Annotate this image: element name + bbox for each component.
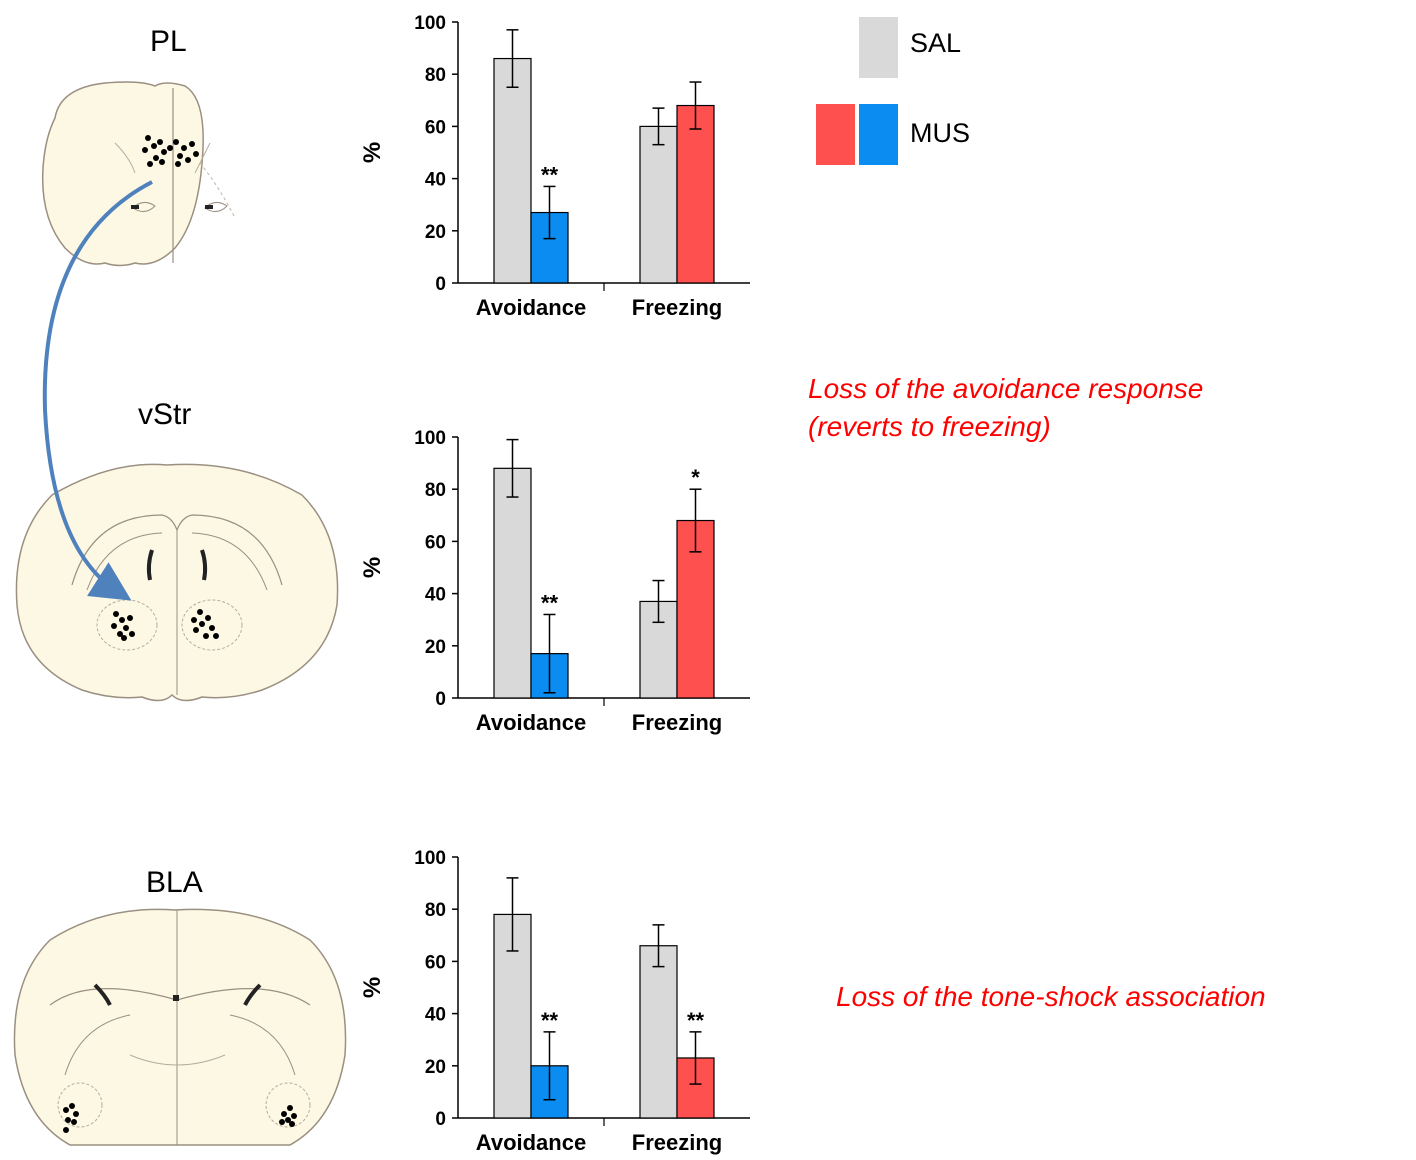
y-axis-label: % <box>359 557 386 578</box>
brain-section-pl <box>41 81 236 267</box>
x-tick-label: Freezing <box>632 295 722 320</box>
y-axis-label: % <box>359 977 386 998</box>
bar-chart-vstr: 0 20 40 60 80 100% Avoidance ** Freezing * <box>359 428 750 735</box>
electrode-placement-dots-bla <box>63 1103 297 1133</box>
region-label-vstr: vStr <box>138 398 192 431</box>
brain-section-bla <box>13 908 347 1146</box>
y-tick-label: 20 <box>425 222 446 243</box>
bar-sal-avoidance <box>493 57 532 284</box>
electrode-placement-dots-vstr <box>111 609 219 641</box>
x-tick-label: Avoidance <box>476 1130 586 1155</box>
y-tick-label: 60 <box>425 117 446 138</box>
x-tick-label: Freezing <box>632 1130 722 1155</box>
electrode-placement-dots-pl <box>142 135 199 167</box>
significance-mark: ** <box>541 162 559 187</box>
significance-mark: ** <box>541 1008 559 1033</box>
y-tick-label: 0 <box>435 1109 446 1130</box>
legend-label-sal: SAL <box>910 28 962 58</box>
bar-sal-avoidance <box>493 467 532 699</box>
legend-swatch-sal <box>859 17 898 78</box>
bar-chart-pl: 0 20 40 60 80 100% Avoidance ** Freezing <box>359 13 750 320</box>
y-tick-label: 40 <box>425 1005 446 1026</box>
bar-mus-freezing <box>676 104 715 284</box>
bar-sal-freezing <box>639 945 678 1119</box>
region-label-bla: BLA <box>146 866 203 899</box>
x-tick-label: Avoidance <box>476 710 586 735</box>
note-vstr-line1: Loss of the avoidance response <box>808 373 1204 404</box>
projection-arrow <box>42 180 153 601</box>
y-tick-label: 20 <box>425 1057 446 1078</box>
y-tick-label: 80 <box>425 900 446 921</box>
y-tick-label: 60 <box>425 532 446 553</box>
bar-chart-bla: 0 20 40 60 80 100% Avoidance ** Freezing ** <box>359 848 750 1155</box>
x-tick-label: Avoidance <box>476 295 586 320</box>
y-tick-label: 20 <box>425 637 446 658</box>
y-tick-label: 0 <box>435 689 446 710</box>
bar-sal-freezing <box>639 125 678 284</box>
region-label-pl: PL <box>150 25 187 58</box>
y-tick-label: 80 <box>425 65 446 86</box>
y-tick-label: 100 <box>414 848 446 869</box>
legend-label-mus: MUS <box>910 118 970 148</box>
y-tick-label: 60 <box>425 952 446 973</box>
legend-swatch-mus-red <box>816 104 855 165</box>
y-tick-label: 80 <box>425 480 446 501</box>
y-tick-label: 40 <box>425 170 446 191</box>
y-tick-label: 100 <box>414 13 446 34</box>
note-bla: Loss of the tone-shock association <box>836 981 1266 1012</box>
y-tick-label: 100 <box>414 428 446 449</box>
significance-mark: ** <box>541 590 559 615</box>
significance-mark: ** <box>687 1008 705 1033</box>
y-tick-label: 0 <box>435 274 446 295</box>
significance-mark: * <box>691 465 700 490</box>
y-tick-label: 40 <box>425 585 446 606</box>
x-tick-label: Freezing <box>632 710 722 735</box>
y-axis-label: % <box>359 142 386 163</box>
note-vstr-line2: (reverts to freezing) <box>808 411 1051 442</box>
brain-section-vstr <box>15 463 339 702</box>
legend-swatch-mus-blue <box>859 104 898 165</box>
